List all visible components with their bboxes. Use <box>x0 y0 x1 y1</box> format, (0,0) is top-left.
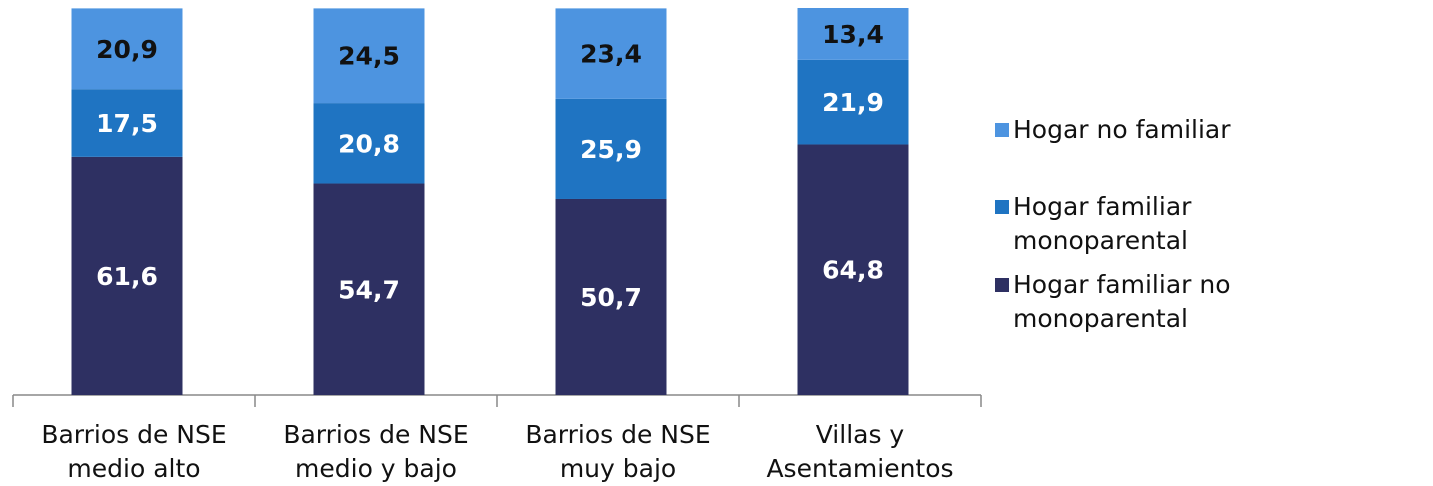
data-label: 23,4 <box>580 40 642 69</box>
data-label: 13,4 <box>822 20 884 49</box>
legend-item: Hogar familiar no monoparental <box>995 268 1425 336</box>
bar-segment <box>555 8 667 99</box>
bar-segment <box>797 8 909 60</box>
bar-segment <box>797 144 909 395</box>
bar-segment <box>555 98 667 199</box>
bar-segment <box>313 103 425 184</box>
legend-item: Hogar no familiar <box>995 113 1425 147</box>
legend-label: Hogar familiar monoparental <box>1013 192 1192 255</box>
data-label: 54,7 <box>338 275 400 304</box>
data-label: 21,9 <box>822 88 884 117</box>
data-label: 25,9 <box>580 135 642 164</box>
data-label: 24,5 <box>338 42 400 71</box>
x-tick-label: Barrios de NSE muy bajo <box>525 420 711 483</box>
bar-segment <box>71 156 183 395</box>
data-label: 20,9 <box>96 35 158 64</box>
legend-swatch <box>995 123 1009 137</box>
data-label: 20,8 <box>338 129 400 158</box>
x-tick-label: Villas y Asentamientos <box>766 420 954 483</box>
data-label: 17,5 <box>96 109 158 138</box>
legend-swatch <box>995 200 1009 214</box>
bar-segment <box>555 198 667 395</box>
bar-segment <box>71 8 183 90</box>
data-label: 50,7 <box>580 283 642 312</box>
data-label: 61,6 <box>96 262 158 291</box>
legend-label: Hogar familiar no monoparental <box>1013 270 1231 333</box>
bar-segment <box>71 89 183 157</box>
bar-segment <box>313 8 425 104</box>
bar-segment <box>797 59 909 145</box>
bar-segment <box>313 183 425 395</box>
x-tick-label: Barrios de NSE medio y bajo <box>283 420 469 483</box>
legend-label: Hogar no familiar <box>1013 115 1231 144</box>
x-tick-label: Barrios de NSE medio alto <box>41 420 227 483</box>
legend-item: Hogar familiar monoparental <box>995 190 1425 258</box>
legend-swatch <box>995 278 1009 292</box>
data-label: 64,8 <box>822 256 884 285</box>
